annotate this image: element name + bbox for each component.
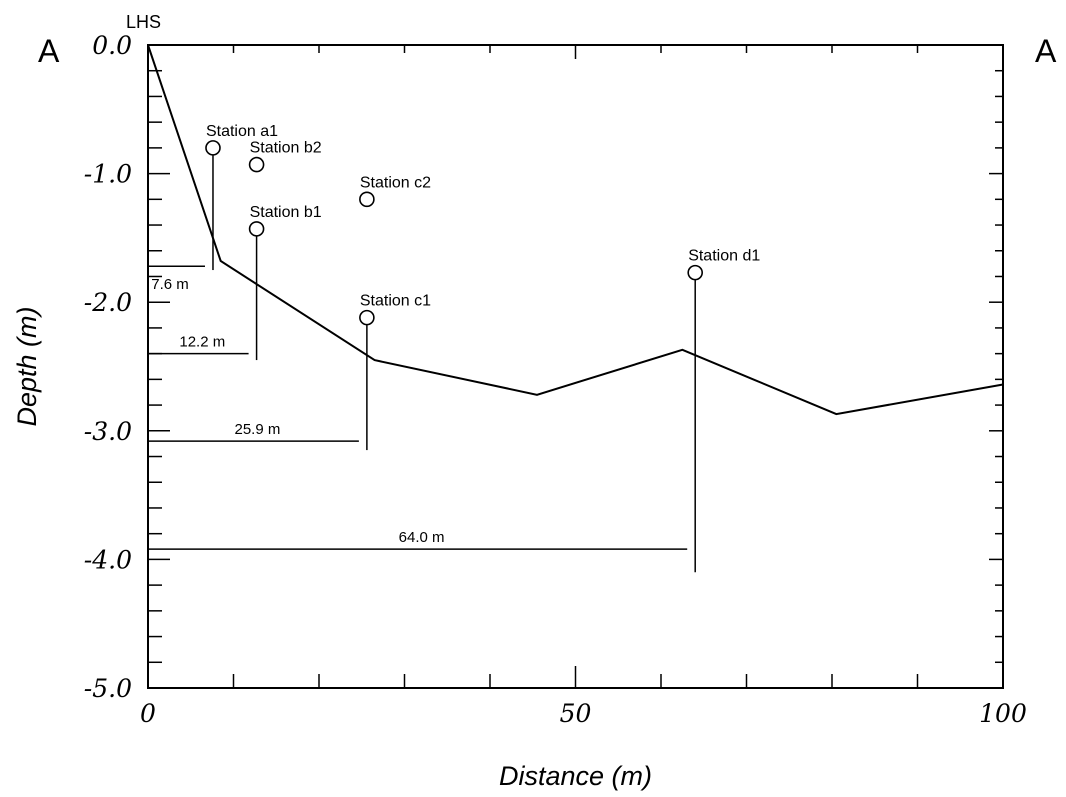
distance-label: 12.2 m bbox=[179, 334, 225, 351]
station-marker bbox=[687, 264, 704, 281]
y-tick-label: -2.0 bbox=[84, 288, 132, 317]
section-label-left: A bbox=[38, 33, 60, 69]
distance-label: 25.9 m bbox=[235, 421, 281, 438]
x-tick-label: 0 bbox=[140, 699, 156, 728]
x-axis-label: Distance (m) bbox=[499, 761, 652, 791]
station-marker bbox=[205, 140, 221, 156]
station-marker bbox=[359, 309, 375, 326]
section-label-right: A bbox=[1035, 33, 1057, 69]
y-tick-label: -5.0 bbox=[84, 674, 132, 703]
distance-label: 64.0 m bbox=[399, 529, 445, 546]
y-tick-label: -3.0 bbox=[84, 417, 132, 446]
station-label: Station c2 bbox=[360, 174, 431, 191]
minor-ticks bbox=[147, 44, 1004, 689]
station-label: Station b1 bbox=[250, 204, 322, 221]
x-tick-label: 100 bbox=[979, 699, 1027, 728]
y-tick-label: -4.0 bbox=[84, 545, 132, 574]
station-marker bbox=[248, 221, 265, 237]
lhs-label: LHS bbox=[126, 12, 161, 32]
chart-labels: 0.0 -1.0 -2.0 -3.0 -4.0 -5.0 0 50 100 Distance (m… bbox=[12, 12, 1057, 791]
station-marker bbox=[359, 191, 375, 208]
y-axis-label: Depth (m) bbox=[12, 306, 42, 426]
station-label: Station c1 bbox=[360, 293, 431, 310]
station-marker bbox=[248, 156, 265, 173]
station-label: Station a1 bbox=[206, 123, 278, 140]
station-label: Station d1 bbox=[688, 248, 760, 265]
station-label: Station b2 bbox=[250, 140, 322, 157]
distance-label: 7.6 m bbox=[151, 276, 189, 293]
x-tick-label: 50 bbox=[560, 699, 592, 728]
y-tick-label: 0.0 bbox=[92, 31, 132, 60]
profile-line bbox=[147, 44, 1004, 416]
chart-marks bbox=[147, 44, 1004, 573]
y-tick-label: -1.0 bbox=[84, 160, 132, 189]
